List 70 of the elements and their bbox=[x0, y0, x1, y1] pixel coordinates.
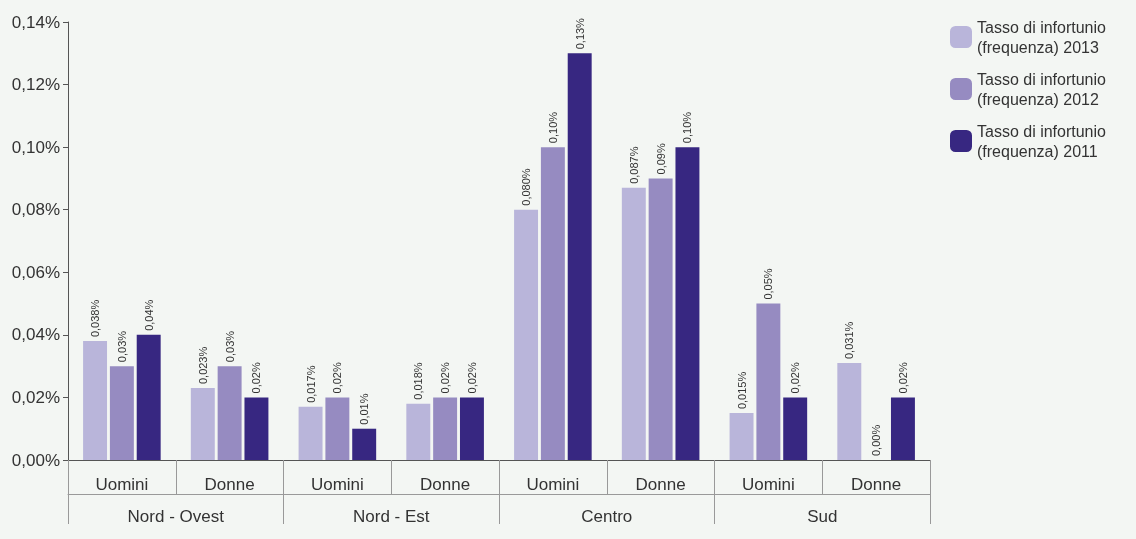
data-label: 0,04% bbox=[142, 299, 155, 331]
y-tick-label: 0,10% bbox=[11, 137, 60, 157]
bar bbox=[83, 341, 108, 460]
y-tick-label: 0,00% bbox=[11, 450, 60, 470]
data-label: 0,05% bbox=[762, 268, 775, 300]
x-tick-label: Donne bbox=[635, 475, 686, 494]
data-label: 0,023% bbox=[196, 346, 209, 385]
bar bbox=[433, 397, 458, 460]
bar bbox=[109, 366, 134, 460]
legend-label: Tasso di infortunio (frequenza) 2012 bbox=[977, 70, 1111, 108]
data-label: 0,02% bbox=[896, 362, 909, 394]
bar bbox=[621, 187, 646, 460]
bar bbox=[729, 413, 754, 460]
y-tick-label: 0,04% bbox=[11, 325, 60, 345]
bar bbox=[190, 388, 215, 460]
data-label: 0,02% bbox=[789, 362, 802, 394]
y-tick-label: 0,06% bbox=[11, 262, 60, 282]
data-label: 0,03% bbox=[115, 330, 128, 363]
bar bbox=[648, 178, 673, 460]
y-tick-label: 0,12% bbox=[11, 75, 60, 95]
bar bbox=[783, 397, 808, 460]
data-label: 0,00% bbox=[870, 424, 883, 456]
data-label: 0,13% bbox=[573, 17, 586, 50]
data-label: 0,031% bbox=[843, 321, 856, 360]
bar bbox=[540, 147, 565, 460]
bar bbox=[217, 366, 242, 460]
data-label: 0,01% bbox=[358, 393, 371, 425]
data-label: 0,02% bbox=[439, 362, 452, 394]
legend-label: Tasso di infortunio (frequenza) 2013 bbox=[977, 18, 1111, 56]
text: Sud bbox=[807, 507, 838, 526]
text: Nord - Est bbox=[352, 507, 430, 526]
x-tick-label: Uomini bbox=[310, 475, 364, 494]
bar bbox=[325, 397, 350, 460]
x-tick-label: Uomini bbox=[95, 475, 149, 494]
bar bbox=[675, 147, 700, 460]
x-tick-label: Uomini bbox=[526, 475, 580, 494]
bar bbox=[298, 406, 323, 460]
data-label: 0,09% bbox=[654, 143, 667, 175]
data-label: 0,03% bbox=[223, 330, 236, 363]
bar bbox=[514, 209, 539, 460]
bar bbox=[244, 397, 269, 460]
x-tick-label: Donne bbox=[204, 475, 255, 494]
y-tick-label: 0,02% bbox=[11, 387, 60, 407]
text: Centro bbox=[581, 507, 633, 526]
bar bbox=[406, 403, 431, 460]
bar bbox=[890, 397, 915, 460]
text: Nord - Ovest bbox=[127, 507, 225, 526]
legend-label: Tasso di infortunio (frequenza) 2011 bbox=[977, 122, 1111, 160]
x-tick-label: Donne bbox=[851, 475, 902, 494]
bar bbox=[459, 397, 484, 460]
data-label: 0,02% bbox=[331, 362, 344, 394]
bar bbox=[837, 363, 862, 460]
y-tick-label: 0,08% bbox=[11, 200, 60, 220]
data-label: 0,038% bbox=[89, 299, 102, 338]
bar bbox=[352, 428, 377, 460]
x-tick-label: Donne bbox=[420, 475, 471, 494]
bar bbox=[567, 53, 592, 460]
y-tick-label: 0,14% bbox=[11, 12, 60, 32]
data-label: 0,087% bbox=[627, 146, 640, 184]
x-tick-label: Uomini bbox=[741, 475, 795, 494]
data-label: 0,017% bbox=[304, 365, 317, 403]
data-label: 0,10% bbox=[681, 111, 694, 144]
data-label: 0,018% bbox=[412, 362, 425, 400]
data-label: 0,10% bbox=[546, 111, 559, 144]
bar bbox=[756, 303, 781, 460]
data-label: 0,02% bbox=[465, 362, 478, 394]
bar bbox=[136, 334, 161, 460]
data-label: 0,015% bbox=[735, 371, 748, 410]
data-label: 0,02% bbox=[250, 362, 263, 394]
data-label: 0,080% bbox=[520, 168, 533, 206]
